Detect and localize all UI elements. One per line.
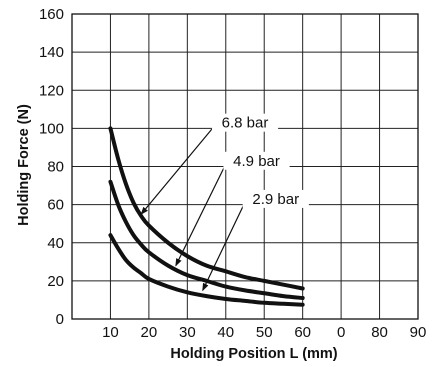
series-line-2: [108, 233, 305, 307]
series-line-0: [108, 126, 305, 291]
y-tick-label: 20: [47, 273, 64, 290]
x-tick-label: 0: [337, 324, 345, 341]
x-tick-label: 40: [217, 324, 234, 341]
x-tick-label: 20: [141, 324, 158, 341]
annotation-arrow-0: [140, 126, 215, 215]
annotation-box-0: [211, 113, 279, 132]
curves: [108, 126, 305, 307]
annotations: 6.8 bar 4.9 bar 2.9 bar: [140, 113, 309, 292]
annotation-label-1: 4.9 bar: [233, 153, 280, 170]
tick-labels: 0 20 40 60 80 100 120 140 160 10 20 30 40 50 60 0 80 90: [39, 6, 426, 341]
y-tick-label: 0: [56, 311, 64, 328]
x-tick-label: 10: [102, 324, 119, 341]
y-tick-label: 60: [47, 197, 64, 214]
annotation-label-2: 2.9 bar: [252, 191, 299, 208]
x-tick-label: 50: [256, 324, 273, 341]
y-tick-label: 40: [47, 235, 64, 252]
y-tick-label: 140: [39, 44, 64, 61]
x-tick-label: 80: [371, 324, 388, 341]
y-axis-title: Holding Force (N): [16, 104, 32, 226]
y-tick-label: 120: [39, 82, 64, 99]
y-tick-label: 100: [39, 120, 64, 137]
plot-frame: [71, 13, 419, 320]
x-axis-title: Holding Position L (mm): [170, 346, 337, 362]
annotation-box-1: [223, 151, 290, 170]
y-tick-label: 160: [39, 6, 64, 23]
annotation-label-0: 6.8 bar: [222, 115, 269, 132]
series-line-1: [108, 179, 305, 301]
y-tick-label: 80: [47, 159, 64, 176]
x-tick-label: 30: [179, 324, 196, 341]
annotation-arrow-1: [175, 164, 226, 267]
x-tick-label: 90: [410, 324, 427, 341]
x-tick-label: 60: [294, 324, 311, 341]
annotation-box-2: [242, 189, 309, 208]
annotation-arrow-2: [202, 202, 246, 292]
